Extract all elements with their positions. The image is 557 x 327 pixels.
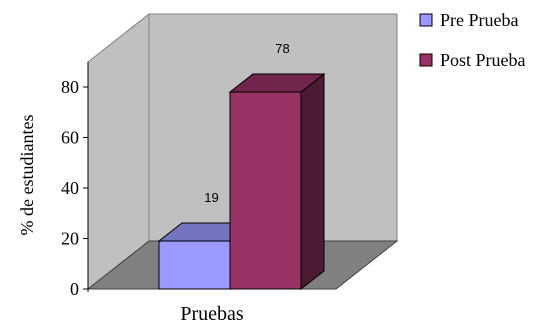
legend-label: Pre Prueba [440,10,518,30]
legend-item: Pre Prueba [419,10,518,30]
bar-side-face [300,73,325,291]
y-tick-label: 40 [61,178,79,198]
legend-swatch [419,13,433,27]
y-tick-label: 60 [61,128,79,148]
bar-front-face [229,91,302,290]
data-label: 19 [204,190,218,205]
bar-post-prueba [228,73,326,291]
data-label: 78 [275,41,289,56]
legend-item: Post Prueba [419,50,526,70]
bar-front-face [158,240,231,290]
legend-label: Post Prueba [440,50,526,70]
y-tick-label: 20 [61,229,79,249]
x-axis-label: Pruebas [180,303,244,325]
y-axis-ticks: 0 20 40 60 80 [61,77,88,299]
chart-bars [157,73,326,291]
y-tick-label: 80 [61,77,79,97]
y-tick-label: 0 [70,279,79,299]
legend-swatch [419,53,433,67]
y-axis-label: % de estudiantes [17,115,37,236]
legend: Pre Prueba Post Prueba [419,10,526,70]
